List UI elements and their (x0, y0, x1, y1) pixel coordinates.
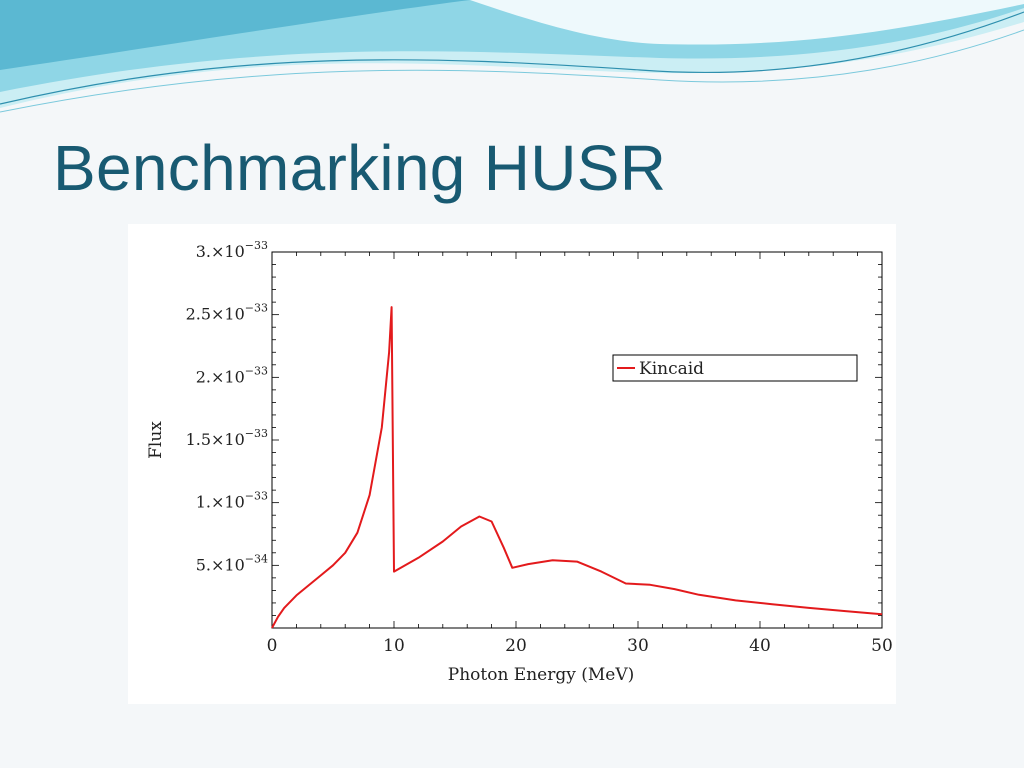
y-tick-label: 1.5×10−33 (186, 427, 268, 449)
chart-panel: 0 10 20 30 40 50 5.×10−34 1.×10−33 1.5×10−33 2.×1… (128, 224, 896, 704)
legend-box (612, 354, 858, 382)
x-tick-label: 30 (627, 636, 649, 656)
axis-tick-labels: 0 10 20 30 40 50 5.×10−34 1.×10−33 1.5×10−33 2.×1… (186, 239, 893, 656)
header-wave-decoration (0, 0, 1024, 113)
x-tick-label: 40 (749, 636, 771, 656)
series-layer (271, 306, 883, 629)
wave-line-1 (0, 11, 1024, 105)
x-tick-label: 0 (267, 636, 278, 656)
y-axis-title: Flux (146, 421, 166, 459)
wave-line-2 (0, 29, 1024, 113)
x-tick-label: 50 (871, 636, 893, 656)
x-tick-label: 10 (383, 636, 405, 656)
slide-title: Benchmarking HUSR (53, 132, 667, 204)
series-line-kincaid (271, 306, 883, 629)
y-tick-label: 5.×10−34 (196, 552, 268, 574)
tick-marks (271, 251, 883, 629)
y-tick-label: 2.5×10−33 (186, 302, 268, 324)
x-axis-title: Photon Energy (MeV) (448, 665, 635, 685)
y-tick-label: 2.×10−33 (196, 364, 268, 386)
x-tick-label: 20 (505, 636, 527, 656)
y-tick-label: 3.×10−33 (196, 239, 268, 261)
wave-band-white (470, 0, 1024, 45)
wave-band-dark (0, 0, 470, 70)
legend-label: Kincaid (639, 359, 704, 379)
y-tick-label: 1.×10−33 (196, 490, 268, 512)
legend: Kincaid (612, 354, 858, 382)
plot-frame (271, 251, 883, 629)
flux-chart: 0 10 20 30 40 50 5.×10−34 1.×10−33 1.5×10−33 2.×1… (146, 239, 893, 685)
